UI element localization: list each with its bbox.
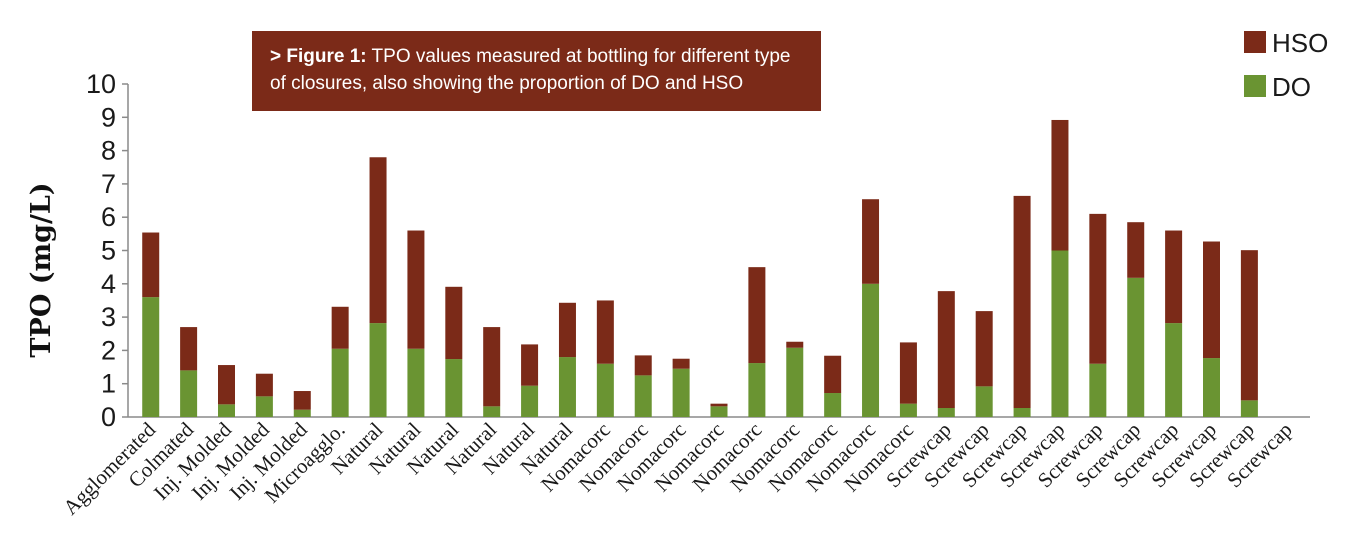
bar-hso (407, 230, 425, 349)
bar-hso (937, 291, 955, 409)
bar-hso (1089, 213, 1107, 364)
figure-caption-lead: > Figure 1: (270, 46, 367, 67)
y-tick-label: 3 (101, 302, 116, 332)
bar-do (180, 370, 198, 417)
y-axis-label: TPO (mg/L) (26, 182, 57, 357)
bar-hso (862, 199, 880, 284)
bar-do (824, 393, 842, 417)
bar-hso (748, 267, 766, 364)
bar-do (975, 386, 993, 417)
bar-do (369, 323, 387, 417)
bar-hso (558, 302, 576, 358)
bar-do (862, 283, 880, 417)
bar-hso (445, 286, 463, 360)
bar-do (1051, 250, 1069, 417)
bar-do (1240, 400, 1258, 417)
bar-hso (710, 403, 728, 407)
bar-do (899, 403, 917, 417)
legend: HSO DO (1244, 28, 1328, 102)
bar-do (596, 363, 614, 417)
bar-hso (255, 373, 273, 397)
bar-do (293, 409, 311, 417)
bar-hso (483, 327, 501, 407)
bar-do (218, 404, 235, 417)
bar-hso (1165, 230, 1183, 324)
bar-do (672, 368, 690, 417)
legend-label-hso: HSO (1272, 28, 1328, 58)
y-tick-label: 10 (86, 69, 116, 99)
bar-hso (1203, 241, 1220, 359)
bar-do (558, 357, 576, 417)
legend-swatch-hso (1244, 31, 1266, 53)
bar-hso (180, 327, 198, 371)
figure-caption-text: TPO values measured at bottling for diff… (270, 46, 791, 94)
y-tick-label: 2 (101, 335, 116, 365)
bar-do (634, 375, 652, 417)
bar-hso (142, 232, 160, 298)
bar-do (255, 396, 273, 417)
figure-caption: > Figure 1: TPO values measured at bottl… (252, 31, 821, 111)
legend-swatch-do (1244, 75, 1266, 97)
bar-do (483, 406, 501, 417)
bar-hso (824, 355, 842, 394)
bar-hso (672, 358, 690, 369)
bar-hso (369, 157, 387, 324)
y-tick-label: 0 (101, 402, 116, 432)
y-tick-label: 5 (101, 236, 116, 266)
y-tick-label: 6 (101, 202, 116, 232)
y-tick-label: 4 (101, 269, 116, 299)
bar-hso (1240, 250, 1258, 401)
bar-hso (1127, 222, 1145, 278)
y-tick-label: 7 (101, 169, 116, 199)
bar-hso (1013, 195, 1031, 409)
bar-do (521, 385, 539, 417)
bar-hso (218, 365, 235, 405)
bar-hso (975, 311, 993, 387)
bar-hso (786, 341, 804, 348)
bar-hso (596, 300, 614, 364)
bar-do (1013, 408, 1031, 417)
y-tick-label: 1 (101, 369, 116, 399)
bar-hso (899, 342, 917, 404)
bar-do (445, 359, 463, 417)
bar-hso (293, 391, 311, 410)
bar-do (786, 347, 804, 417)
bar-do (142, 297, 160, 417)
bar-do (1203, 358, 1220, 417)
bar-do (1127, 277, 1145, 417)
bar-hso (1051, 119, 1069, 251)
bar-do (331, 348, 349, 417)
bar-do (1089, 363, 1107, 417)
bar-do (1165, 323, 1183, 417)
y-tick-label: 9 (101, 102, 116, 132)
bar-do (710, 406, 728, 417)
bar-hso (634, 355, 652, 376)
bar-do (748, 363, 766, 417)
bar-series-group (142, 119, 1258, 417)
bar-do (937, 408, 955, 417)
bar-do (407, 348, 425, 417)
bar-hso (331, 306, 349, 349)
y-tick-label: 8 (101, 136, 116, 166)
bar-hso (521, 344, 539, 386)
legend-label-do: DO (1272, 72, 1311, 102)
